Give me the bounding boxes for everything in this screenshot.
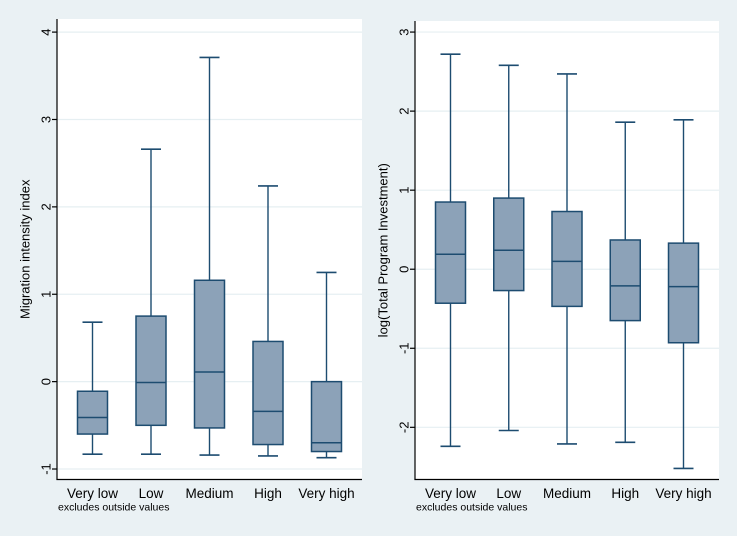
iqr-box: [310, 380, 343, 453]
x-category-label: Very low: [67, 486, 118, 501]
boxplot-very-high: [310, 271, 343, 459]
y-tick-label: 0: [39, 378, 54, 385]
boxplot-high: [252, 185, 284, 457]
iqr-box: [193, 279, 226, 429]
iqr-box: [493, 197, 525, 292]
y-tick-label: 1: [39, 291, 54, 298]
boxplot-high: [609, 121, 641, 444]
iqr-box: [609, 239, 641, 322]
boxplot-medium: [193, 56, 226, 456]
x-category-label: Very low: [425, 486, 476, 501]
y-tick-label: 0: [397, 266, 412, 273]
y-tick-label: 2: [39, 203, 54, 210]
y-tick-label: -1: [39, 463, 54, 475]
x-category-label: Low: [139, 486, 164, 501]
x-category-label: Medium: [543, 486, 591, 501]
iqr-box: [135, 315, 167, 427]
boxplot-low: [135, 148, 167, 455]
right-panel: 3 2 1 0 -1 -2 log(Total Program Investment) Ver…: [376, 21, 719, 514]
iqr-box: [76, 390, 109, 435]
boxplot-very-low: [434, 53, 467, 448]
note-excludes-outside-values: excludes outside values: [416, 502, 528, 514]
x-category-label: Very high: [655, 486, 711, 501]
y-axis-title: log(Total Program Investment): [376, 163, 391, 337]
y-tick-label: -1: [397, 342, 412, 354]
boxplot-low: [493, 64, 525, 432]
y-tick-label: 1: [397, 187, 412, 194]
left-panel: 4 3 2 1 0 -1 Migration intensity index Very low…: [18, 19, 362, 514]
x-category-label: High: [611, 486, 639, 501]
iqr-box: [434, 201, 467, 304]
iqr-box: [551, 210, 583, 308]
boxplot-medium: [551, 73, 583, 445]
note-excludes-outside-values: excludes outside values: [58, 502, 170, 514]
x-category-label: Medium: [185, 486, 233, 501]
x-category-label: Very high: [298, 486, 354, 501]
y-tick-label: -2: [397, 422, 412, 434]
x-category-label: High: [254, 486, 282, 501]
x-category-label: Low: [496, 486, 521, 501]
y-tick-label: 3: [39, 116, 54, 123]
y-tick-label: 4: [39, 28, 54, 35]
boxplot-very-high: [667, 119, 700, 470]
y-tick-label: 3: [397, 28, 412, 35]
y-axis-title: Migration intensity index: [18, 179, 33, 319]
y-tick-label: 2: [397, 108, 412, 115]
iqr-box: [252, 340, 284, 446]
iqr-box: [667, 242, 700, 344]
boxplot-very-low: [76, 321, 109, 455]
